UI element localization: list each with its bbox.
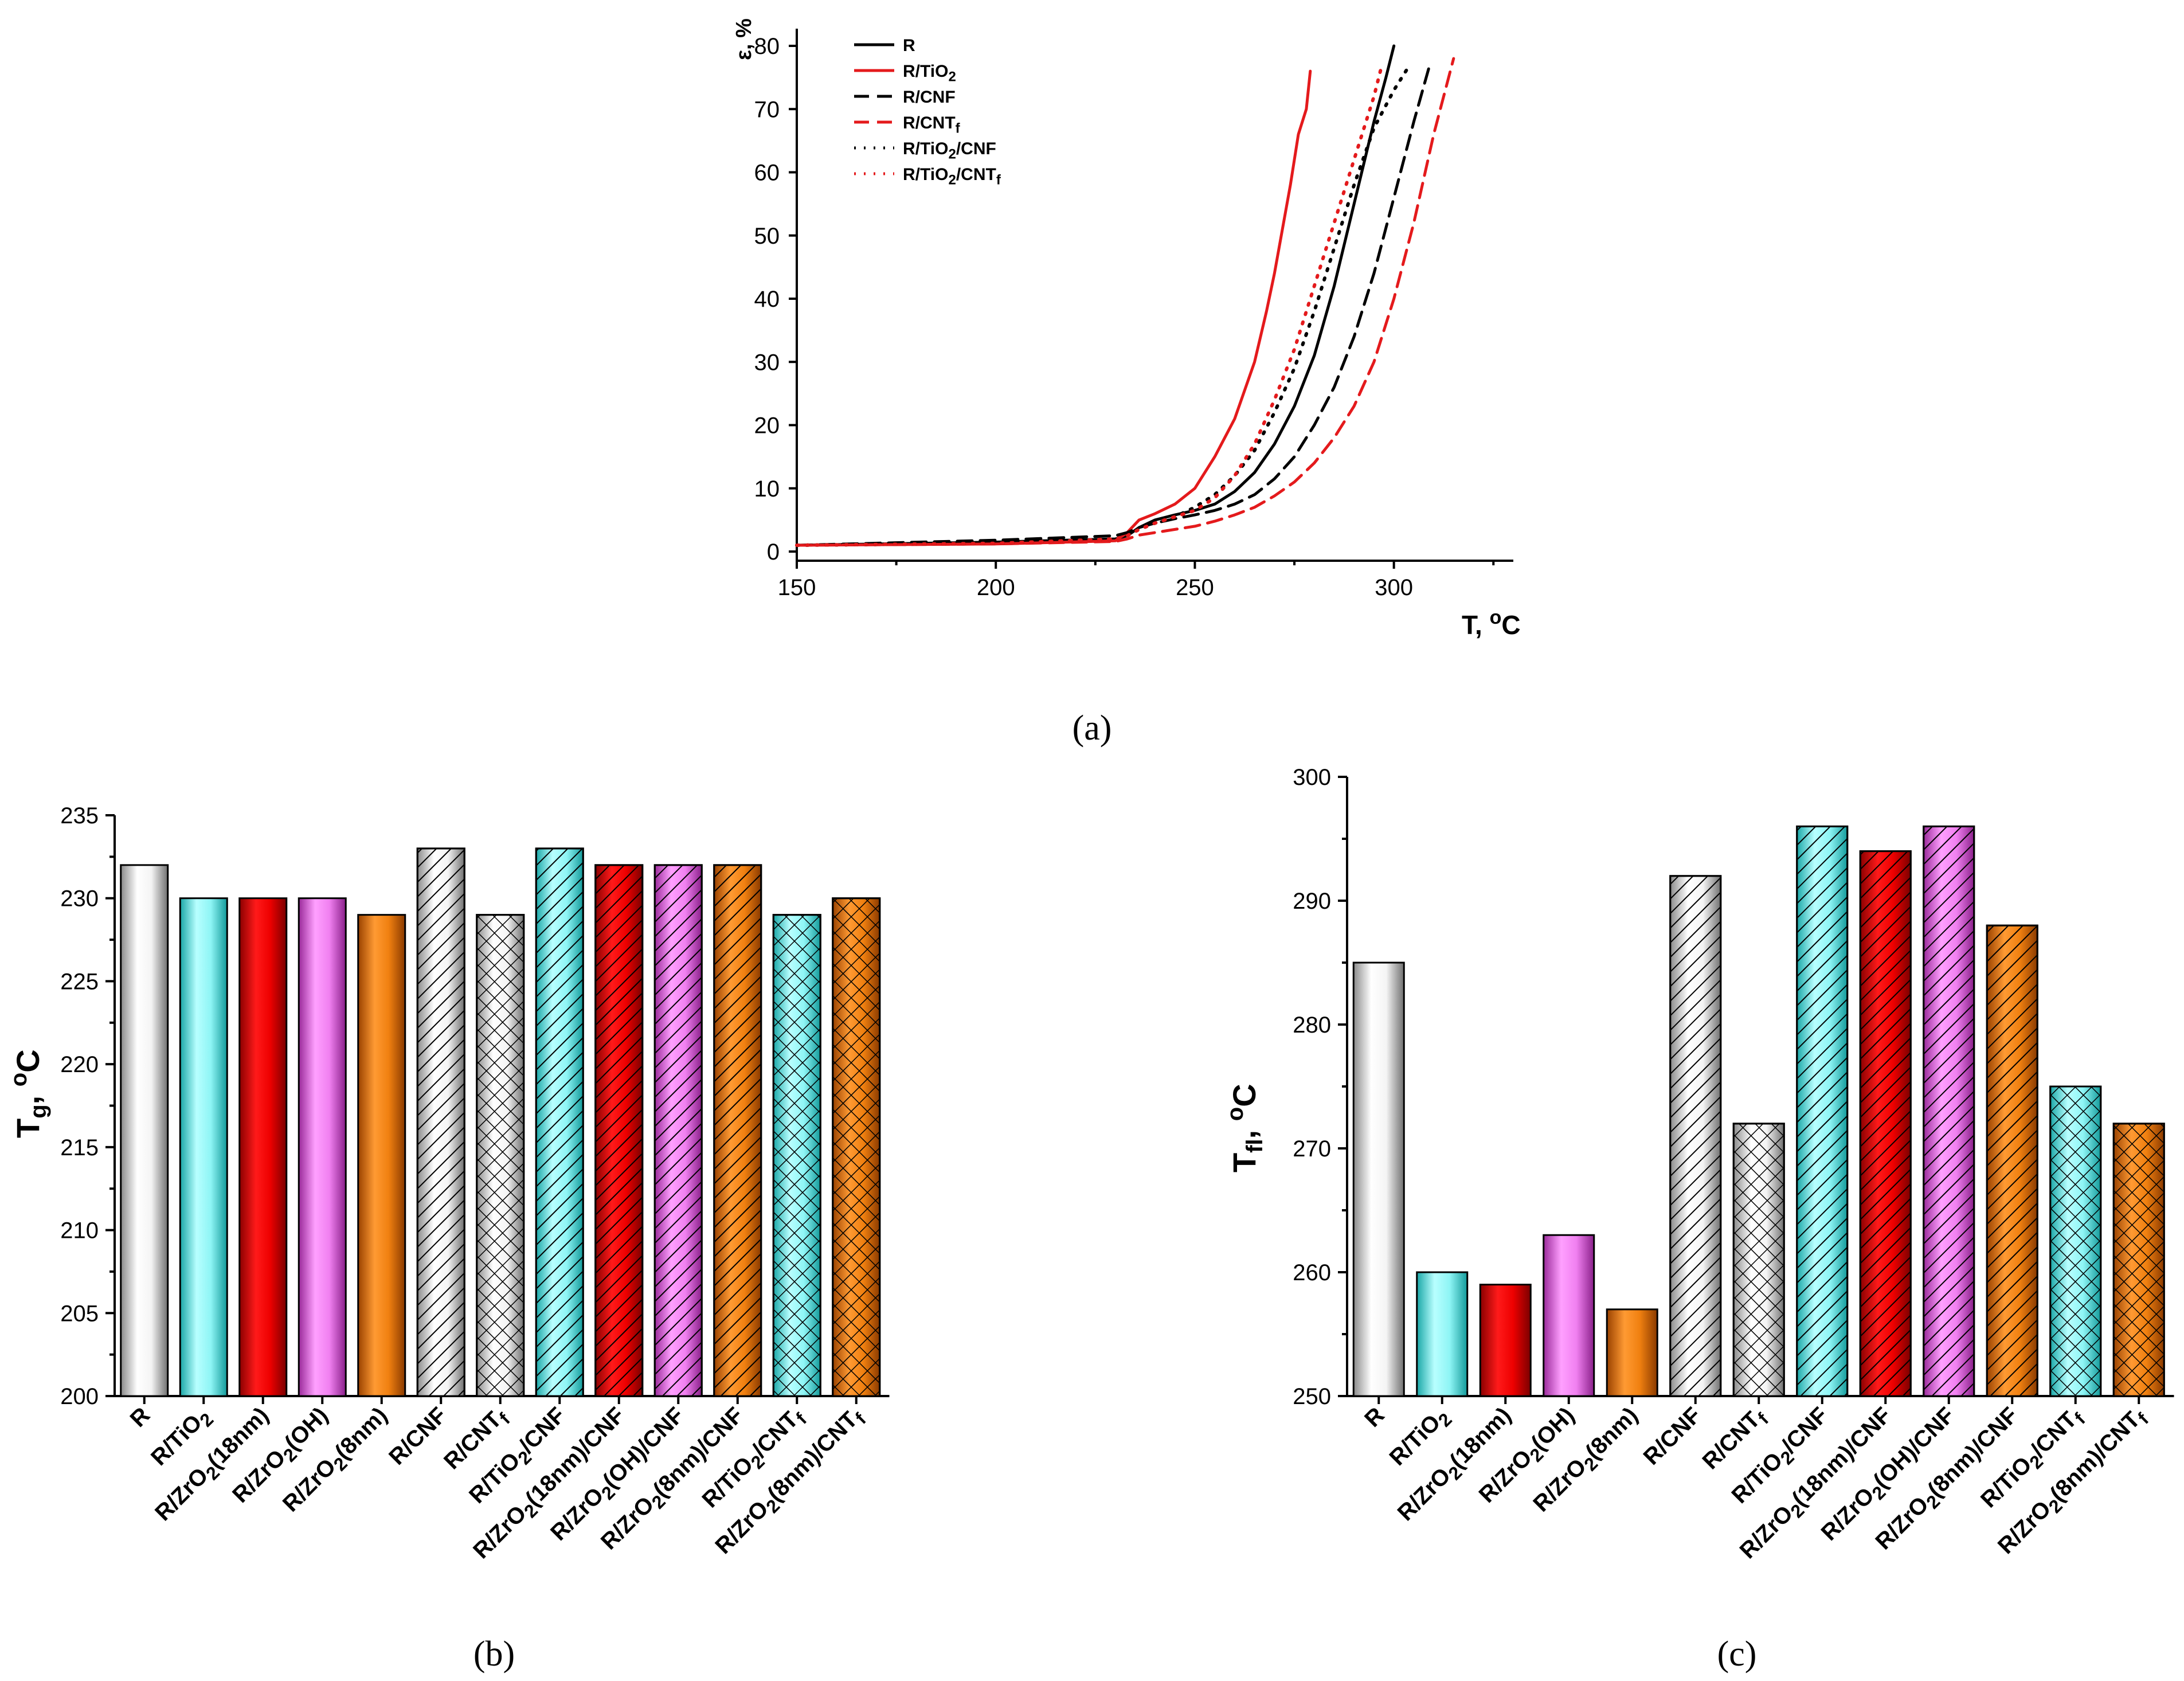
x-axis-label: T, oC (1462, 607, 1521, 640)
y-tick-label: 300 (1293, 765, 1331, 790)
bar-hatch (2112, 1123, 2165, 1397)
y-tick-label: 235 (60, 803, 99, 828)
y-tick-label: 230 (60, 886, 99, 912)
x-category-label: R/TiO2 (146, 1402, 217, 1473)
bar-hatch (1986, 924, 2038, 1397)
y-tick-label: 80 (754, 34, 780, 59)
y-tick-label: 40 (754, 287, 780, 312)
bar-chart-panel-c: 250 260 270 280 290 300 RR/TiO2R/ZrO2(18nm)R/… (1223, 765, 2174, 1674)
series-line (795, 63, 1431, 547)
bar-chart-panel-b: 200 205 210 215 220 225 230 235 RR/TiO2R/ZrO2(1… (6, 803, 890, 1674)
legend-entry: R/TiO2/CNF (903, 139, 996, 162)
y-tick-label: 200 (60, 1384, 99, 1409)
y-tick-label: 60 (754, 161, 780, 186)
bar (1479, 1284, 1532, 1397)
y-tick-label: 10 (754, 476, 780, 502)
bar-hatch (1732, 1123, 1785, 1397)
x-category-label: R (126, 1402, 155, 1432)
panel-b-label: (b) (473, 1635, 515, 1674)
bar (1606, 1308, 1658, 1397)
bar-hatch (2049, 1085, 2102, 1397)
bar (1416, 1271, 1469, 1397)
bar-hatch (416, 847, 465, 1397)
bar-hatch (535, 847, 584, 1397)
y-tick-label: 215 (60, 1135, 99, 1160)
x-category-label: R/TiO2 (1385, 1402, 1456, 1473)
bar-hatch (1859, 850, 1912, 1397)
panel-a-label: (a) (1073, 709, 1112, 748)
bar (357, 914, 406, 1397)
y-tick-label: 260 (1293, 1260, 1331, 1285)
y-tick-label: 270 (1293, 1136, 1331, 1162)
y-tick-label: 205 (60, 1301, 99, 1326)
line-chart-legend: R R/TiO2 R/CNF R/CNTf R/TiO2/CNF R/TiO2/CNTf (854, 36, 1001, 188)
y-tick-label: 20 (754, 413, 780, 439)
bar (238, 897, 288, 1397)
bar-chart-category-labels: RR/TiO2R/ZrO2(18nm)R/ZrO2(OH)R/ZrO2(8nm)… (1360, 1402, 2152, 1563)
bar-chart-bars (120, 847, 881, 1397)
legend-entry: R/TiO2 (903, 62, 956, 85)
y-tick-label: 0 (767, 540, 780, 565)
bar-chart-category-labels: RR/TiO2R/ZrO2(18nm)R/ZrO2(OH)R/ZrO2(8nm)… (126, 1402, 870, 1563)
x-tick-label: 250 (1176, 575, 1214, 600)
series-line (795, 69, 1312, 547)
line-chart-axes: 150 200 250 300 0 10 20 30 40 50 60 70 80 (754, 29, 1513, 600)
bar-hatch (1923, 825, 1975, 1397)
bar-hatch (653, 864, 703, 1397)
x-tick-label: 300 (1375, 575, 1413, 600)
legend-entry: R/TiO2/CNTf (903, 165, 1001, 188)
bar-hatch (594, 864, 644, 1397)
y-axis-label: Tg, oC (6, 1049, 51, 1138)
x-category-label: R/CNF (384, 1402, 452, 1470)
bar (179, 897, 228, 1397)
y-tick-label: 225 (60, 969, 99, 994)
x-category-label: R (1360, 1402, 1390, 1432)
legend-entry: R (903, 36, 915, 55)
bar-hatch (772, 914, 821, 1397)
y-axis-label: Tfl, oC (1223, 1084, 1267, 1172)
panel-c-label: (c) (1717, 1635, 1757, 1674)
bar-chart-bars (1352, 825, 2165, 1397)
y-tick-label: 290 (1293, 889, 1331, 914)
y-tick-label: 210 (60, 1218, 99, 1244)
bar-hatch (476, 914, 525, 1397)
y-tick-label: 30 (754, 350, 780, 375)
x-tick-label: 150 (778, 575, 816, 600)
bar-hatch (713, 864, 762, 1397)
bar-hatch (1796, 825, 1849, 1397)
y-tick-label: 70 (754, 97, 780, 122)
y-tick-label: 280 (1293, 1012, 1331, 1038)
line-chart-panel-a: 150 200 250 300 0 10 20 30 40 50 60 70 80 R R/TiO2 R/C… (732, 18, 1521, 748)
bar (298, 897, 347, 1397)
bar (1543, 1234, 1595, 1397)
y-tick-label: 250 (1293, 1384, 1331, 1409)
legend-entry: R/CNTf (903, 114, 961, 136)
y-tick-label: 50 (754, 224, 780, 249)
bar (120, 864, 169, 1397)
series-line (795, 57, 1455, 547)
x-category-label: R/CNF (1639, 1402, 1707, 1470)
bar (1352, 961, 1405, 1397)
y-tick-label: 220 (60, 1052, 99, 1077)
bar-hatch (832, 897, 881, 1397)
bar-hatch (1669, 875, 1722, 1397)
x-tick-label: 200 (977, 575, 1015, 600)
y-axis-label: ε, % (732, 18, 756, 60)
line-chart-series (795, 44, 1455, 547)
legend-entry: R/CNF (903, 88, 956, 107)
series-line (795, 63, 1412, 547)
series-line (795, 63, 1384, 547)
